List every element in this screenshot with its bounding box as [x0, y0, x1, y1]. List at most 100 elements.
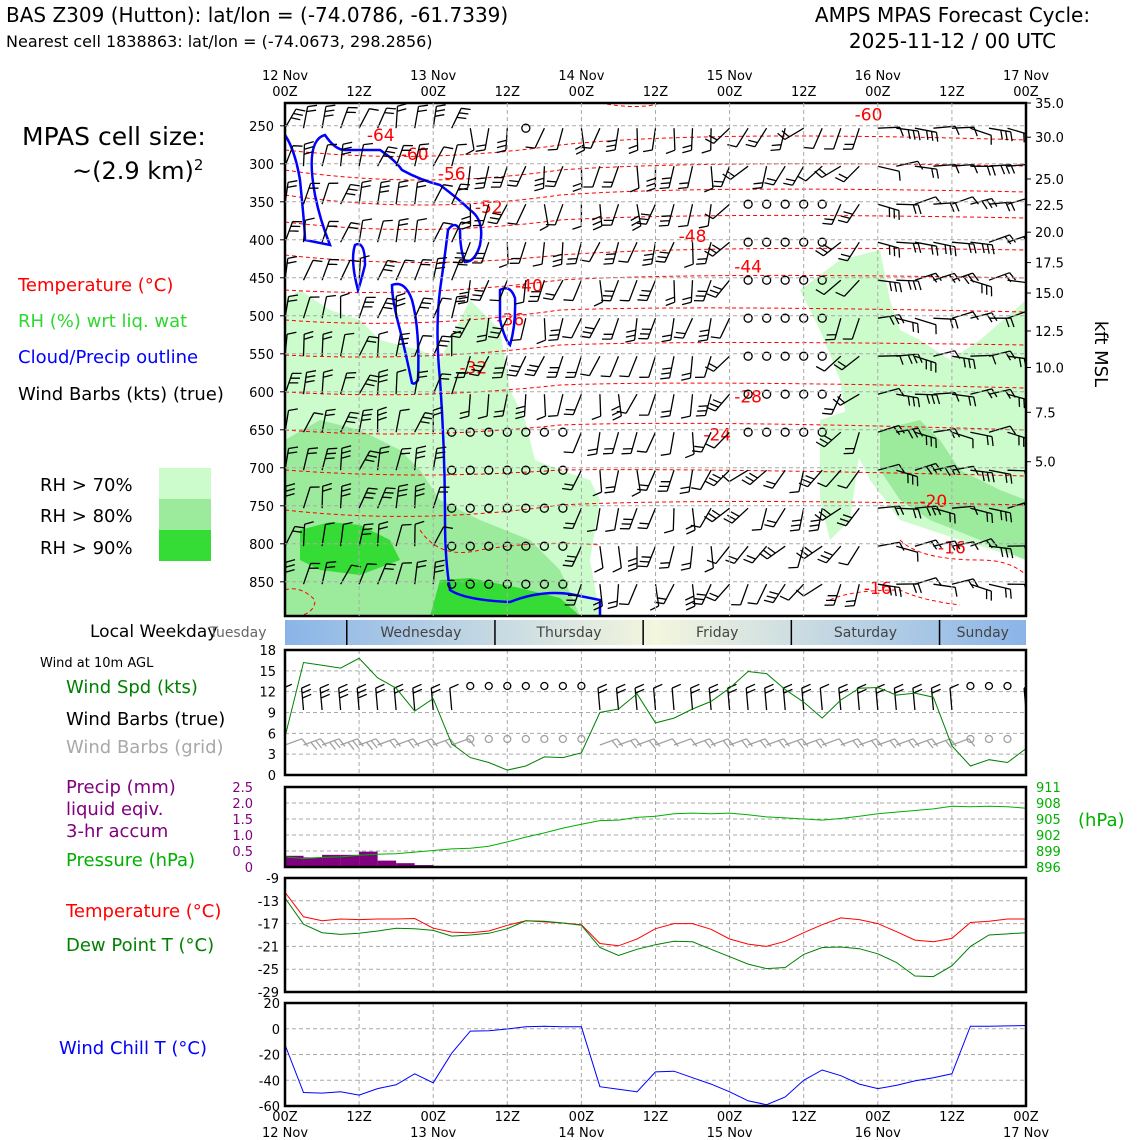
wind-barb [395, 144, 414, 167]
calm-circle [447, 503, 457, 513]
wind-barb [544, 165, 564, 188]
weekday-day: Thursday [535, 625, 601, 641]
wind-barb [602, 203, 620, 226]
wind-barb-true [652, 683, 663, 711]
wind-barb [970, 241, 995, 255]
wind-barb [691, 469, 712, 491]
wind-barb [514, 280, 527, 305]
wind-barb [572, 204, 583, 230]
wind-barb [951, 311, 979, 321]
wind-barb [815, 431, 842, 448]
top-hour-label: 12Z [791, 85, 817, 100]
calm-circle [465, 579, 475, 589]
wind-barb-true [634, 683, 645, 711]
pressure-line [284, 805, 1027, 860]
wind-barb [340, 183, 360, 205]
temperature-contours [285, 103, 1026, 616]
wind-barb [607, 584, 620, 610]
calm-circle [762, 237, 772, 247]
wind-tick-label: 18 [259, 644, 276, 659]
wind-barb-true [300, 683, 312, 711]
wind-barb [877, 505, 905, 516]
wind-barb-grid [414, 738, 439, 749]
wind-barb [796, 545, 823, 560]
wind-barb [642, 242, 657, 266]
wind-barb [548, 394, 564, 417]
wind-barb [951, 541, 979, 551]
wind-barb [727, 127, 749, 148]
wind-barb [395, 292, 406, 319]
wind-barb [914, 317, 937, 335]
wind-barb [896, 127, 921, 141]
height-tick-label: 5.0 [1035, 456, 1056, 471]
precip-tick-label: 0.5 [232, 845, 253, 860]
wind-barb-true [949, 683, 959, 711]
wind-barb [358, 108, 379, 129]
pressure-tick-label: 250 [249, 120, 274, 135]
calm-circle [521, 541, 531, 551]
wind-barb [592, 470, 603, 497]
height-tick-label: 22.5 [1035, 199, 1064, 214]
wind-barb [532, 242, 546, 267]
wind-barb [951, 241, 977, 254]
wind-barb-grid [784, 738, 809, 749]
wind-barb [376, 180, 391, 205]
main-panel: -64-60-56-52-48-44-40-36-32-28-24-20-16-… [249, 69, 1111, 618]
surface-title: Wind at 10m AGL [40, 656, 154, 671]
wind-barb [877, 583, 902, 598]
wind-barb [339, 483, 352, 509]
wind-barb [358, 563, 377, 585]
wind-barb [1007, 163, 1026, 167]
calm-circle-grid [966, 734, 975, 744]
chill-tick-label: -40 [259, 1074, 280, 1089]
wind-barb-grid [766, 738, 791, 749]
calm-circle-grid [984, 734, 994, 744]
wind-barb [630, 204, 642, 231]
wind-barb [692, 583, 712, 605]
precip-gridlines [285, 787, 1026, 867]
wind-barb-grid [618, 738, 642, 749]
legend-precip-liquid: liquid eqiv. [66, 799, 164, 820]
wind-barb [547, 128, 564, 151]
wind-barb [580, 355, 601, 377]
wind-barb [563, 279, 583, 302]
wind-barb [970, 279, 993, 297]
wind-barb [432, 146, 454, 167]
wind-barb [636, 203, 657, 225]
wind-barb [602, 317, 620, 340]
wind-barb [432, 526, 454, 547]
chill-tick-label: -60 [259, 1100, 280, 1115]
wind-barb [321, 258, 340, 281]
wind-barb [515, 394, 527, 420]
nearest-cell: Nearest cell 1838863: lat/lon = (-74.067… [6, 32, 433, 51]
calm-circle [780, 427, 790, 437]
wind-barb [988, 583, 1012, 599]
calm-circle [484, 427, 494, 437]
wind-barbs-main [285, 103, 1026, 611]
top-hour-label: 00Z [569, 85, 595, 100]
wind-barb [877, 279, 903, 293]
wind-barb [302, 140, 314, 167]
wind-barb-true [856, 683, 867, 711]
calm-circle [484, 579, 494, 589]
legend-dewpoint: Dew Point T (°C) [66, 935, 215, 956]
wind-barb [743, 545, 768, 564]
calm-circle [780, 199, 790, 209]
wind-barb [951, 272, 980, 285]
temp-tick-label: -25 [258, 963, 279, 978]
top-hour-label: 12Z [495, 85, 521, 100]
wind-barb [616, 393, 638, 414]
wind-barb [970, 507, 994, 524]
wind-barb [896, 279, 922, 291]
wind-barb [321, 369, 333, 395]
wind-barb [358, 142, 373, 167]
wind-barb [629, 166, 640, 193]
wind-barb [376, 445, 390, 471]
wind-barb [1007, 431, 1026, 447]
wind-barb [377, 146, 398, 167]
wind-barb [321, 104, 336, 129]
wind-barb [914, 127, 939, 142]
wind-barb [704, 546, 714, 573]
height-tick-label: 7.5 [1035, 406, 1056, 421]
